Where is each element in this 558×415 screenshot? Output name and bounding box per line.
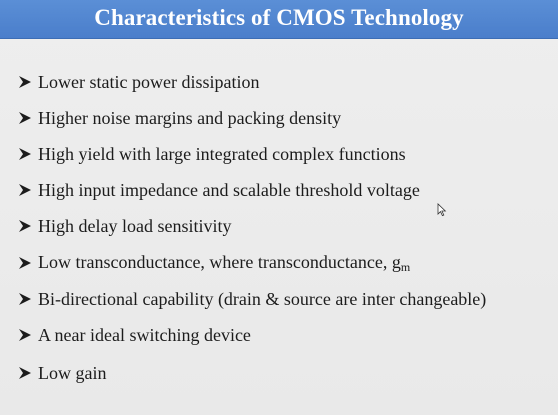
bullet-text: High input impedance and scalable thresh… [38,179,420,200]
arrowhead-bullet-icon [19,293,31,305]
bullet-text: Low transconductance, where transconduct… [38,252,410,275]
list-item: Higher noise margins and packing density [18,105,341,131]
arrowhead-bullet-icon [19,76,31,88]
list-item: Low transconductance, where transconduct… [18,250,410,276]
list-item: Bi-directional capability (drain & sourc… [18,286,486,312]
arrowhead-bullet-icon [19,148,31,160]
title-bar [0,0,558,39]
list-item: High yield with large integrated complex… [18,141,406,167]
mouse-pointer-icon [437,203,447,217]
arrowhead-bullet-icon [19,329,31,341]
list-item: Low gain [18,360,106,386]
list-item: High delay load sensitivity [18,213,231,239]
arrowhead-bullet-icon [19,220,31,232]
bullet-text: High delay load sensitivity [38,215,232,236]
slide-title: Characteristics of CMOS Technology [94,5,464,30]
bullet-text: Bi-directional capability (drain & sourc… [38,288,487,309]
arrowhead-bullet-icon [19,257,31,269]
arrowhead-bullet-icon [19,367,31,379]
bullet-text-main: Low transconductance, where transconduct… [38,251,401,272]
bullet-text: Low gain [38,362,107,383]
subscript-m: m [400,259,411,274]
arrowhead-bullet-icon [19,184,31,196]
bullet-text: Higher noise margins and packing density [38,107,342,128]
bullet-text: High yield with large integrated complex… [38,143,406,164]
arrowhead-bullet-icon [19,112,31,124]
bullet-text: Lower static power dissipation [38,71,260,92]
bullet-text: A near ideal switching device [38,324,251,345]
list-item: High input impedance and scalable thresh… [18,177,420,203]
list-item: A near ideal switching device [18,322,251,348]
list-item: Lower static power dissipation [18,69,259,95]
